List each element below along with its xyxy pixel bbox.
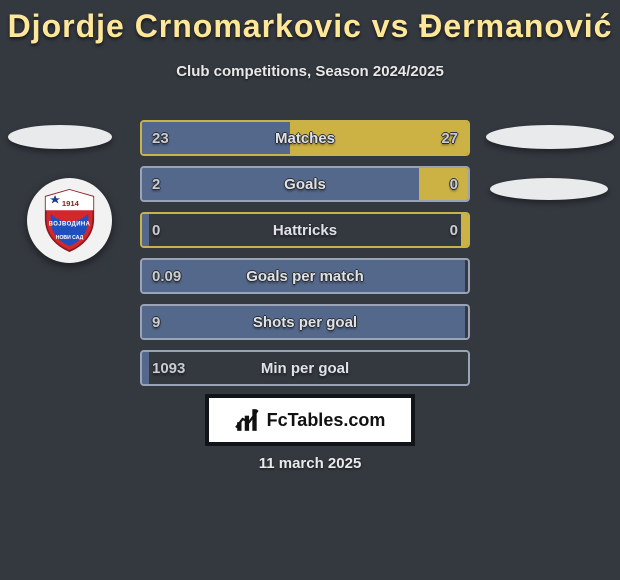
svg-text:1914: 1914 <box>62 199 80 208</box>
svg-text:ВОЈВОДИНА: ВОЈВОДИНА <box>49 222 91 228</box>
page-subtitle: Club competitions, Season 2024/2025 <box>0 63 620 80</box>
brand-link[interactable]: FcTables.com <box>205 394 415 446</box>
stat-metric-label: Matches <box>140 120 470 156</box>
player-placeholder-right-1 <box>486 125 614 149</box>
brand-text: FcTables.com <box>267 410 386 431</box>
stat-row: 0.09Goals per match <box>140 258 470 294</box>
stat-metric-label: Hattricks <box>140 212 470 248</box>
date-stamp: 11 march 2025 <box>0 455 620 472</box>
club-crest-vojvodina: 1914 ВОЈВОДИНА НОВИ САД <box>27 178 112 263</box>
svg-text:НОВИ САД: НОВИ САД <box>56 235 84 241</box>
page-title: Djordje Crnomarkovic vs Đermanović <box>0 0 620 45</box>
stat-row: 9Shots per goal <box>140 304 470 340</box>
comparison-chart: 2327Matches 20Goals 00Hattricks 0.09Goals p… <box>140 120 470 396</box>
stat-row: 2327Matches <box>140 120 470 156</box>
stat-row: 20Goals <box>140 166 470 202</box>
player-placeholder-left <box>8 125 112 149</box>
stat-metric-label: Goals <box>140 166 470 202</box>
stat-row: 00Hattricks <box>140 212 470 248</box>
player-placeholder-right-2 <box>490 178 608 200</box>
stat-row: 1093Min per goal <box>140 350 470 386</box>
stat-metric-label: Goals per match <box>140 258 470 294</box>
stat-metric-label: Shots per goal <box>140 304 470 340</box>
stat-metric-label: Min per goal <box>140 350 470 386</box>
bar-chart-icon <box>235 407 261 433</box>
